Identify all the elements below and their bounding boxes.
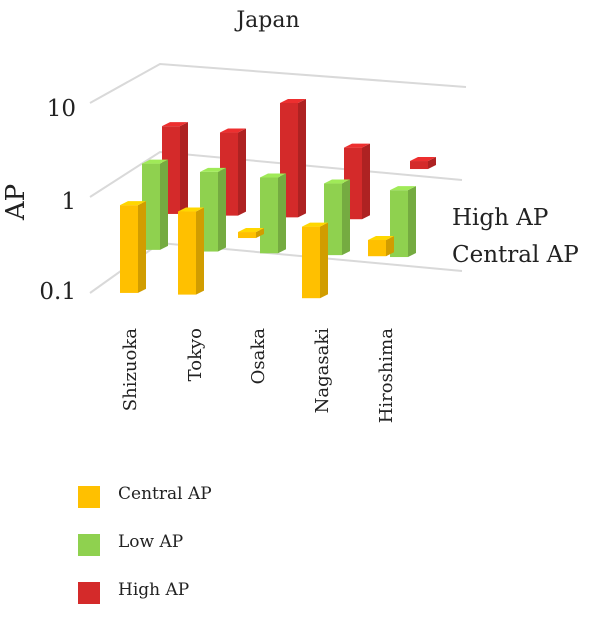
bar-top [324,179,350,184]
bar-top [260,173,286,178]
x-tick-label: Tokyo [185,328,206,381]
legend-swatch [78,534,100,556]
depth-axis-label: Central AP [452,242,579,268]
bar-top [302,222,328,227]
legend-label: Low AP [118,532,184,552]
legend-swatch [78,582,100,604]
bar-top [200,167,226,172]
bar-front [390,190,408,258]
bar-top [142,159,168,164]
chart-title: Japan [234,8,299,33]
x-tick-label: Osaka [248,328,269,385]
x-tick-labels: Shizuoka Tokyo Osaka Nagasaki Hiroshima [120,328,397,424]
bar-low-ap-shizuoka [142,159,168,250]
bar-front [200,171,218,252]
bar-side [238,128,246,216]
bar-central-ap-shizuoka [120,201,146,293]
y-axis-label: AP [1,184,31,221]
bar-top [368,236,394,241]
gridline-0 [89,62,467,104]
bar-side [362,143,370,220]
bar-top [238,228,264,233]
bar-side [218,167,226,252]
bar-side [386,236,394,257]
legend-label: Central AP [118,484,212,504]
bar-front [120,205,138,293]
bar-top [162,122,188,127]
bar-side [278,173,286,254]
bar-top [120,201,146,206]
x-tick-label: Shizuoka [120,328,141,412]
bar-side [320,222,328,299]
bar-front [260,177,278,254]
bar-low-ap-hiroshima [390,186,416,258]
bar-central-ap-tokyo [178,207,204,295]
x-tick-label: Hiroshima [376,328,397,424]
legend-swatch [78,486,100,508]
y-tick-labels: 0.1 1 10 [39,96,76,305]
y-tick-label: 1 [61,189,76,215]
bar-top [178,207,204,212]
bar-side [180,122,188,214]
bar-low-ap-tokyo [200,167,226,252]
bar-top [280,99,306,104]
bar-top [344,143,370,148]
bar-top [220,128,246,133]
bar-side [196,207,204,295]
bar-front [368,240,386,257]
legend-label: High AP [118,580,190,600]
bar-front [410,161,428,170]
bar-central-ap-nagasaki [302,222,328,299]
bar-side [298,99,306,218]
bar-front [302,226,320,299]
bar-side [256,228,264,239]
bar-central-ap-osaka [238,228,264,239]
bar-high-ap-hiroshima [410,157,436,170]
bar-front [178,211,196,295]
bar-side [342,179,350,256]
depth-axis-label: High AP [452,205,548,231]
bar-low-ap-osaka [260,173,286,254]
bar-front [238,232,256,239]
bar-low-ap-nagasaki [324,179,350,256]
y-tick-label: 0.1 [39,279,76,305]
bar-front [142,163,160,250]
bar-side [408,186,416,258]
x-tick-label: Nagasaki [312,328,333,414]
bar-front [324,183,342,256]
depth-axis-labels: High AP Central AP [452,205,579,268]
y-tick-label: 10 [47,96,76,122]
chart: Japan AP 0.1 1 10 Shizuoka Tokyo Osaka Nagasa… [1,8,579,424]
bar-top [390,186,416,191]
bar-top [410,157,436,162]
bar-side [138,201,146,293]
bar-side [160,159,168,250]
bar-central-ap-hiroshima [368,236,394,257]
bars [120,99,436,299]
